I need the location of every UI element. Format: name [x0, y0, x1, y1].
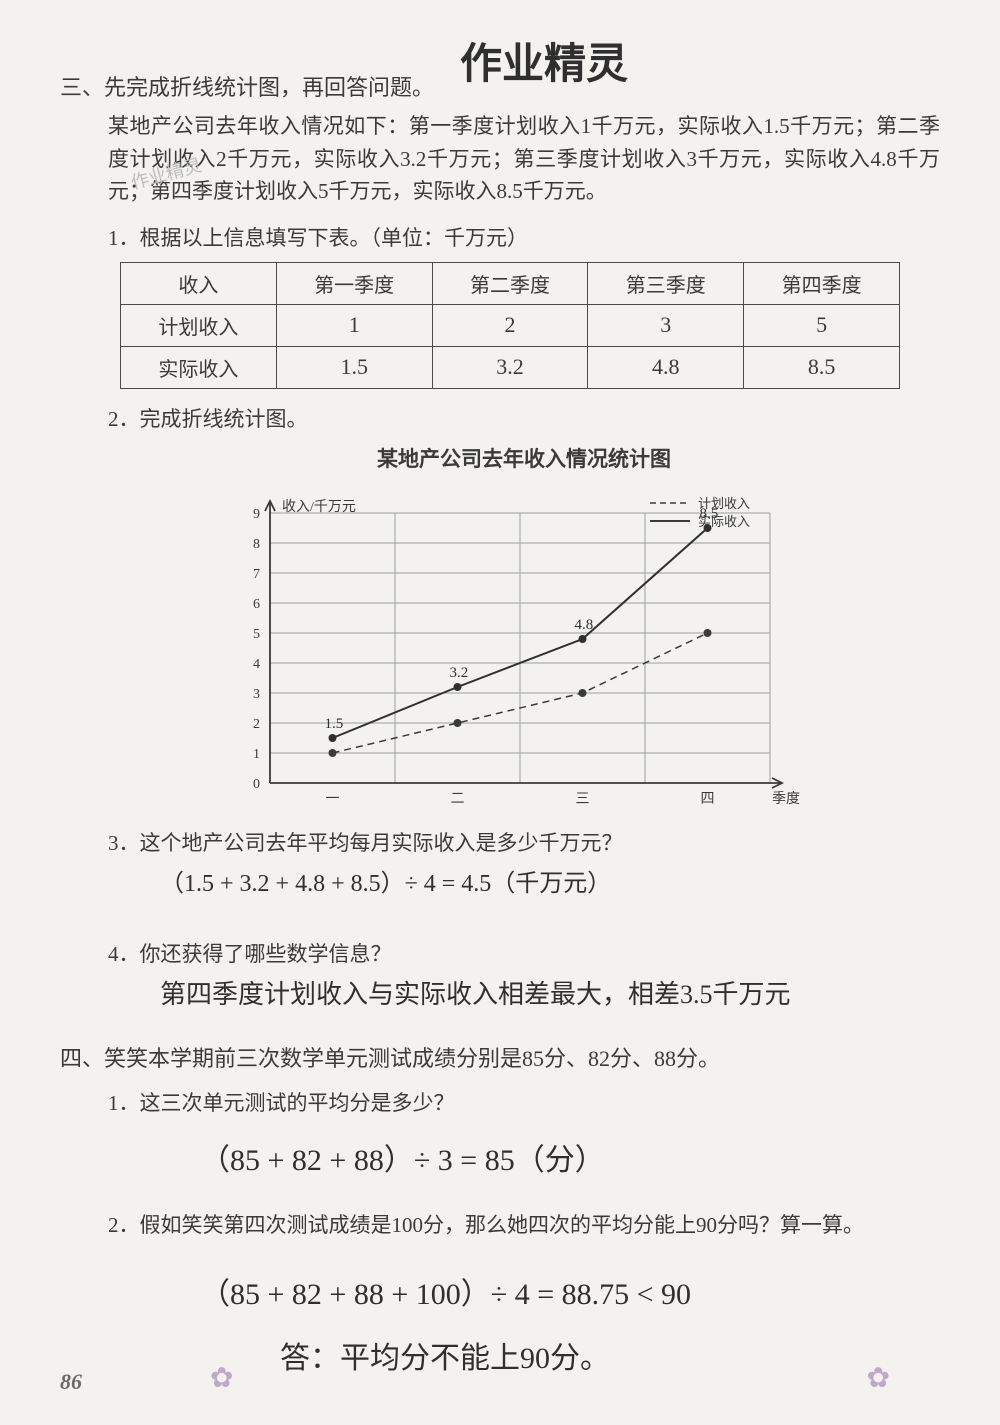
table-col-2: 第二季度	[432, 262, 588, 304]
svg-text:8.5: 8.5	[700, 506, 719, 522]
svg-text:2: 2	[253, 717, 260, 732]
section-4-heading: 四、笑笑本学期前三次数学单元测试成绩分别是85分、82分、88分。	[60, 1041, 940, 1073]
svg-text:4.8: 4.8	[575, 617, 594, 633]
flower-decoration-icon: ✿	[210, 1361, 233, 1395]
section-4-q1-text: 1．这三次单元测试的平均分是多少？	[108, 1087, 940, 1117]
table-header-row: 收入 第一季度 第二季度 第三季度 第四季度	[121, 262, 900, 304]
svg-text:0: 0	[253, 777, 260, 792]
svg-text:季度: 季度	[772, 791, 800, 807]
section-3-paragraph: 某地产公司去年收入情况如下：第一季度计划收入1千万元，实际收入1.5千万元；第二…	[108, 110, 940, 208]
cell-hw: 2	[432, 304, 588, 346]
section-3-q2-text: 2．完成折线统计图。	[108, 403, 940, 433]
section-4-q2-text: 2．假如笑笑第四次测试成绩是100分，那么她四次的平均分能上90分吗？算一算。	[108, 1209, 940, 1239]
table-row-plan: 计划收入 1 2 3 5	[121, 304, 900, 346]
svg-text:6: 6	[253, 597, 260, 612]
chart-svg: 0123456789一二三四收入/千万元季度计划收入实际收入1.53.24.88…	[210, 483, 810, 813]
row-label: 实际收入	[121, 346, 277, 388]
row-label: 计划收入	[121, 304, 277, 346]
section-3-q1-text: 1．根据以上信息填写下表。（单位：千万元）	[108, 222, 940, 252]
section-3-q3-answer: （1.5 + 3.2 + 4.8 + 8.5）÷ 4 = 4.5（千万元）	[160, 863, 940, 898]
svg-text:9: 9	[253, 507, 260, 522]
section-3-q4-answer: 第四季度计划收入与实际收入相差最大，相差3.5千万元	[160, 974, 940, 1011]
section-4-q2-answer-2: 答：平均分不能上90分。	[280, 1333, 940, 1377]
svg-text:5: 5	[253, 627, 260, 642]
cell-hw: 4.8	[588, 346, 744, 388]
table-row-actual: 实际收入 1.5 3.2 4.8 8.5	[121, 346, 900, 388]
income-table: 收入 第一季度 第二季度 第三季度 第四季度 计划收入 1 2 3 5 实际收入…	[120, 262, 900, 389]
svg-text:四: 四	[701, 792, 715, 807]
svg-text:8: 8	[253, 537, 260, 552]
svg-text:1.5: 1.5	[325, 716, 344, 732]
chart-title: 某地产公司去年收入情况统计图	[108, 443, 940, 473]
table-col-4: 第四季度	[744, 262, 900, 304]
cell-hw: 3.2	[432, 346, 588, 388]
line-chart: 0123456789一二三四收入/千万元季度计划收入实际收入1.53.24.88…	[210, 483, 810, 813]
svg-text:4: 4	[253, 657, 260, 672]
page-header-handwritten: 作业精灵	[460, 30, 628, 91]
section-4-q2-answer-1: （85 + 82 + 88 + 100）÷ 4 = 88.75 < 90	[200, 1269, 940, 1313]
cell-hw: 1.5	[276, 346, 432, 388]
svg-text:1: 1	[253, 747, 260, 762]
svg-text:3: 3	[253, 687, 260, 702]
svg-text:7: 7	[253, 567, 260, 582]
cell-hw: 3	[588, 304, 744, 346]
svg-text:二: 二	[451, 792, 465, 807]
svg-text:三: 三	[576, 792, 590, 807]
table-col-1: 第一季度	[276, 262, 432, 304]
svg-text:收入/千万元: 收入/千万元	[282, 499, 356, 515]
cell-hw: 5	[744, 304, 900, 346]
cell-hw: 8.5	[744, 346, 900, 388]
cell-hw: 1	[276, 304, 432, 346]
svg-text:一: 一	[326, 792, 340, 807]
flower-decoration-icon: ✿	[867, 1361, 890, 1395]
section-3-q4-text: 4．你还获得了哪些数学信息？	[108, 938, 940, 968]
table-col-3: 第三季度	[588, 262, 744, 304]
page-number: 86	[60, 1369, 82, 1395]
table-col-0: 收入	[121, 262, 277, 304]
svg-text:3.2: 3.2	[450, 665, 469, 681]
section-4-q1-answer: （85 + 82 + 88）÷ 3 = 85（分）	[200, 1135, 940, 1179]
section-3-q3-text: 3．这个地产公司去年平均每月实际收入是多少千万元？	[108, 827, 940, 857]
